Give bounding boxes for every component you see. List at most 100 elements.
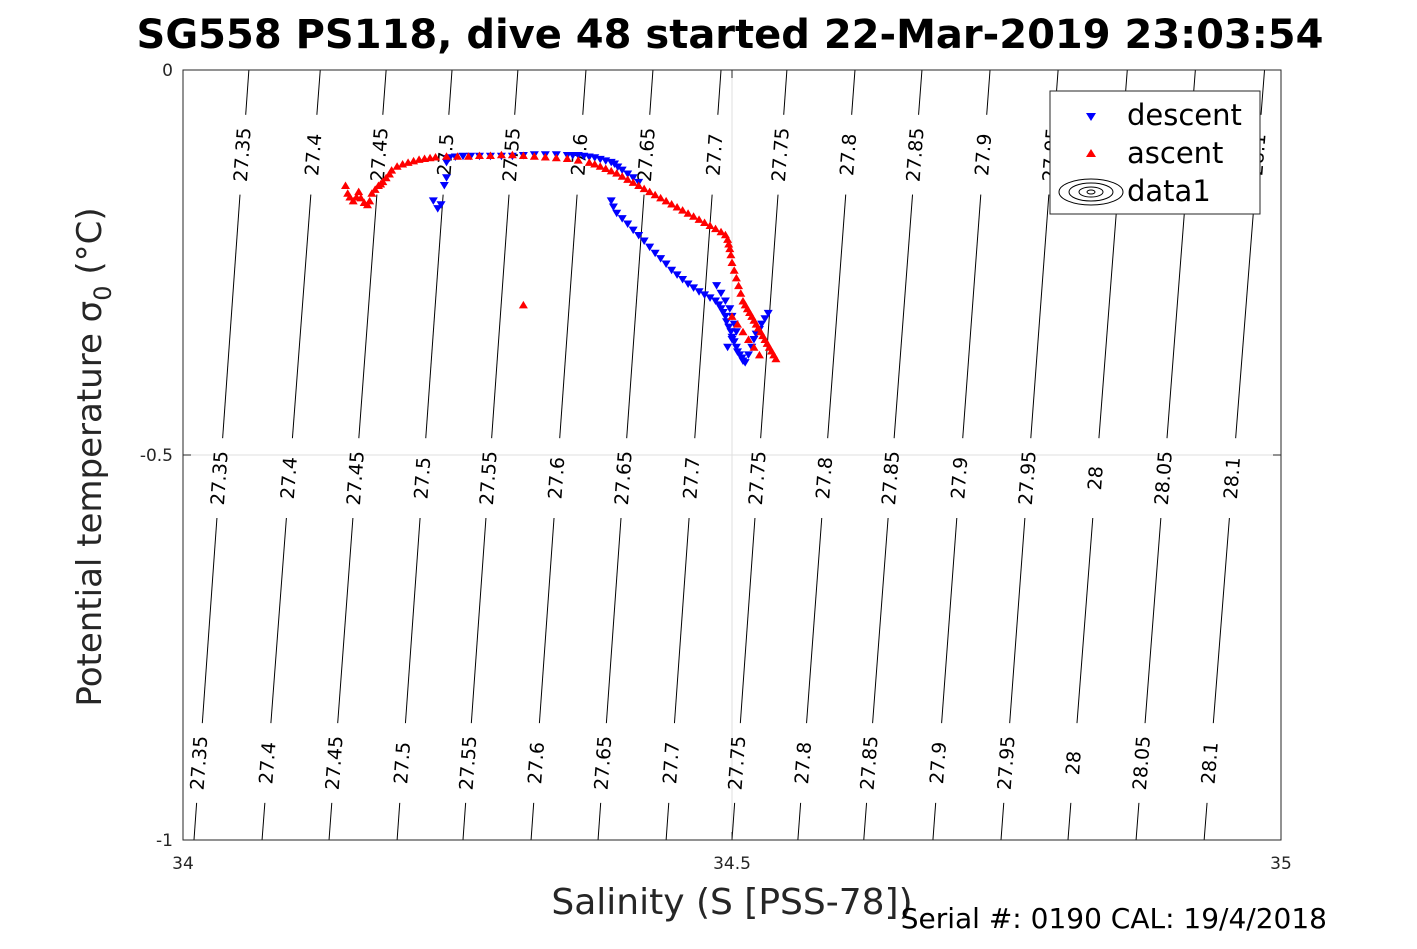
ascent-point-6 bbox=[356, 193, 366, 202]
ascent-point-26 bbox=[442, 152, 452, 160]
ascent-point-3 bbox=[348, 196, 358, 205]
descent-point-2 bbox=[436, 201, 446, 209]
isopycnal-27.6-segment-2 bbox=[538, 517, 555, 724]
isopycnal-27.9-segment-0 bbox=[986, 69, 991, 115]
isopycnal-label-27.8-1: 27.8 bbox=[812, 456, 837, 500]
isopycnal-28.1-segment-0 bbox=[1260, 69, 1266, 115]
descent-point-45 bbox=[661, 260, 671, 269]
descent-point-49 bbox=[683, 280, 693, 289]
isopycnal-27.75-segment-0 bbox=[783, 69, 788, 115]
isopycnal-27.35-segment-1 bbox=[222, 194, 241, 439]
descent-point-37 bbox=[617, 215, 627, 223]
ascent-point-92 bbox=[743, 335, 753, 343]
isopycnal-label-27.7-1: 27.7 bbox=[679, 456, 704, 500]
isopycnal-27.55-segment-2 bbox=[470, 517, 487, 724]
descent-point-57 bbox=[718, 309, 728, 317]
ascent-point-56 bbox=[678, 206, 688, 214]
ascent-point-96 bbox=[518, 300, 528, 309]
isopycnal-27.7-segment-0 bbox=[717, 69, 722, 115]
isopycnal-label-27.65-2: 27.65 bbox=[591, 735, 617, 791]
isopycnal-27.8-segment-2 bbox=[806, 517, 823, 724]
isopycnal-27.6-segment-0 bbox=[582, 69, 587, 115]
legend-box bbox=[1049, 90, 1261, 215]
isopycnal-label-27.8-0: 27.8 bbox=[836, 133, 861, 177]
descent-point-81 bbox=[725, 305, 735, 313]
ascent-point-53 bbox=[661, 196, 671, 205]
isopycnal-28.05-segment-3 bbox=[1135, 802, 1140, 841]
isopycnal-label-27.4-0: 27.4 bbox=[301, 133, 326, 177]
isopycnal-27.6-segment-1 bbox=[559, 194, 578, 439]
isopycnal-27.7-segment-3 bbox=[665, 802, 670, 841]
y-axis-label-subscript: 0 bbox=[89, 285, 117, 300]
descent-point-69 bbox=[740, 359, 750, 367]
descent-point-60 bbox=[724, 323, 734, 332]
descent-point-64 bbox=[731, 343, 741, 352]
isopycnal-27.85-segment-1 bbox=[893, 194, 914, 439]
isopycnal-27.45-segment-3 bbox=[328, 802, 333, 841]
descent-point-70 bbox=[743, 351, 753, 359]
isopycnal-27.65-segment-2 bbox=[605, 517, 622, 724]
ascent-point-33 bbox=[518, 151, 528, 159]
isopycnal-label-27.55-2: 27.55 bbox=[456, 735, 482, 791]
isopycnal-28.1-segment-2 bbox=[1212, 517, 1230, 724]
isopycnal-27.4-segment-0 bbox=[316, 69, 321, 115]
legend-descent-marker bbox=[1086, 113, 1096, 121]
isopycnal-label-28.05-1: 28.05 bbox=[1151, 450, 1177, 506]
descent-point-9 bbox=[458, 152, 468, 161]
isopycnal-27.5-segment-3 bbox=[396, 802, 401, 841]
ascent-point-9 bbox=[365, 196, 375, 205]
ascent-point-8 bbox=[362, 200, 372, 209]
ascent-point-0 bbox=[341, 181, 351, 189]
isopycnal-27.35-segment-2 bbox=[201, 517, 218, 724]
ascent-point-67 bbox=[725, 244, 735, 253]
isopycnal-label-27.95-1: 27.95 bbox=[1015, 450, 1041, 506]
ascent-point-14 bbox=[378, 177, 388, 186]
isopycnal-27.9-segment-3 bbox=[932, 802, 937, 841]
isopycnal-label-27.45-1: 27.45 bbox=[343, 450, 369, 506]
descent-point-41 bbox=[639, 237, 649, 245]
ascent-point-49 bbox=[639, 184, 649, 193]
isopycnal-label-28.1-1: 28.1 bbox=[1220, 456, 1245, 500]
isopycnal-27.35-segment-0 bbox=[245, 69, 250, 115]
isopycnal-27.95-segment-2 bbox=[1009, 517, 1026, 724]
descent-point-35 bbox=[608, 203, 618, 212]
descent-point-51 bbox=[694, 288, 704, 296]
ascent-point-17 bbox=[387, 166, 397, 174]
ascent-point-66 bbox=[724, 240, 734, 248]
ascent-point-10 bbox=[367, 189, 377, 197]
ascent-point-68 bbox=[726, 250, 736, 259]
isopycnal-label-27.55-1: 27.55 bbox=[476, 450, 502, 506]
isopycnal-27.65-segment-3 bbox=[597, 802, 602, 841]
isopycnal-label-28.05-2: 28.05 bbox=[1129, 735, 1155, 791]
isopycnal-27.9-segment-1 bbox=[962, 194, 982, 439]
isopycnal-27.8-segment-1 bbox=[827, 194, 847, 439]
isopycnal-27.5-segment-1 bbox=[425, 194, 444, 439]
ascent-point-27 bbox=[453, 152, 462, 160]
isopycnal-label-28-1: 28 bbox=[1084, 465, 1108, 491]
isopycnal-27.35-segment-3 bbox=[193, 802, 198, 841]
ascent-point-71 bbox=[731, 273, 741, 282]
descent-point-86 bbox=[723, 343, 733, 352]
ascent-point-16 bbox=[384, 169, 394, 178]
descent-point-79 bbox=[716, 289, 726, 298]
descent-point-75 bbox=[757, 320, 767, 329]
descent-point-38 bbox=[623, 220, 633, 228]
footer-serial-cal: Serial #: 0190 CAL: 19/4/2018 bbox=[901, 902, 1327, 935]
descent-point-84 bbox=[731, 328, 741, 336]
descent-point-42 bbox=[645, 243, 655, 252]
descent-point-3 bbox=[439, 182, 449, 190]
isopycnal-label-27.85-2: 27.85 bbox=[857, 735, 883, 791]
isopycnal-label-27.4-1: 27.4 bbox=[277, 456, 302, 500]
ascent-point-45 bbox=[617, 172, 627, 180]
isopycnal-label-27.45-2: 27.45 bbox=[322, 735, 348, 791]
ascent-point-18 bbox=[392, 162, 402, 170]
descent-point-77 bbox=[763, 309, 773, 318]
descent-point-78 bbox=[712, 282, 722, 290]
isopycnal-contours: 27.35 27.35 27.35 27.4 27.4 27.4 27.45 27.45 27.… bbox=[187, 69, 1271, 841]
isopycnal-27.6-segment-3 bbox=[530, 802, 535, 841]
isopycnal-27.65-segment-0 bbox=[649, 69, 654, 115]
ascent-point-91 bbox=[749, 343, 759, 351]
legend-ascent-label: ascent bbox=[1127, 136, 1223, 170]
